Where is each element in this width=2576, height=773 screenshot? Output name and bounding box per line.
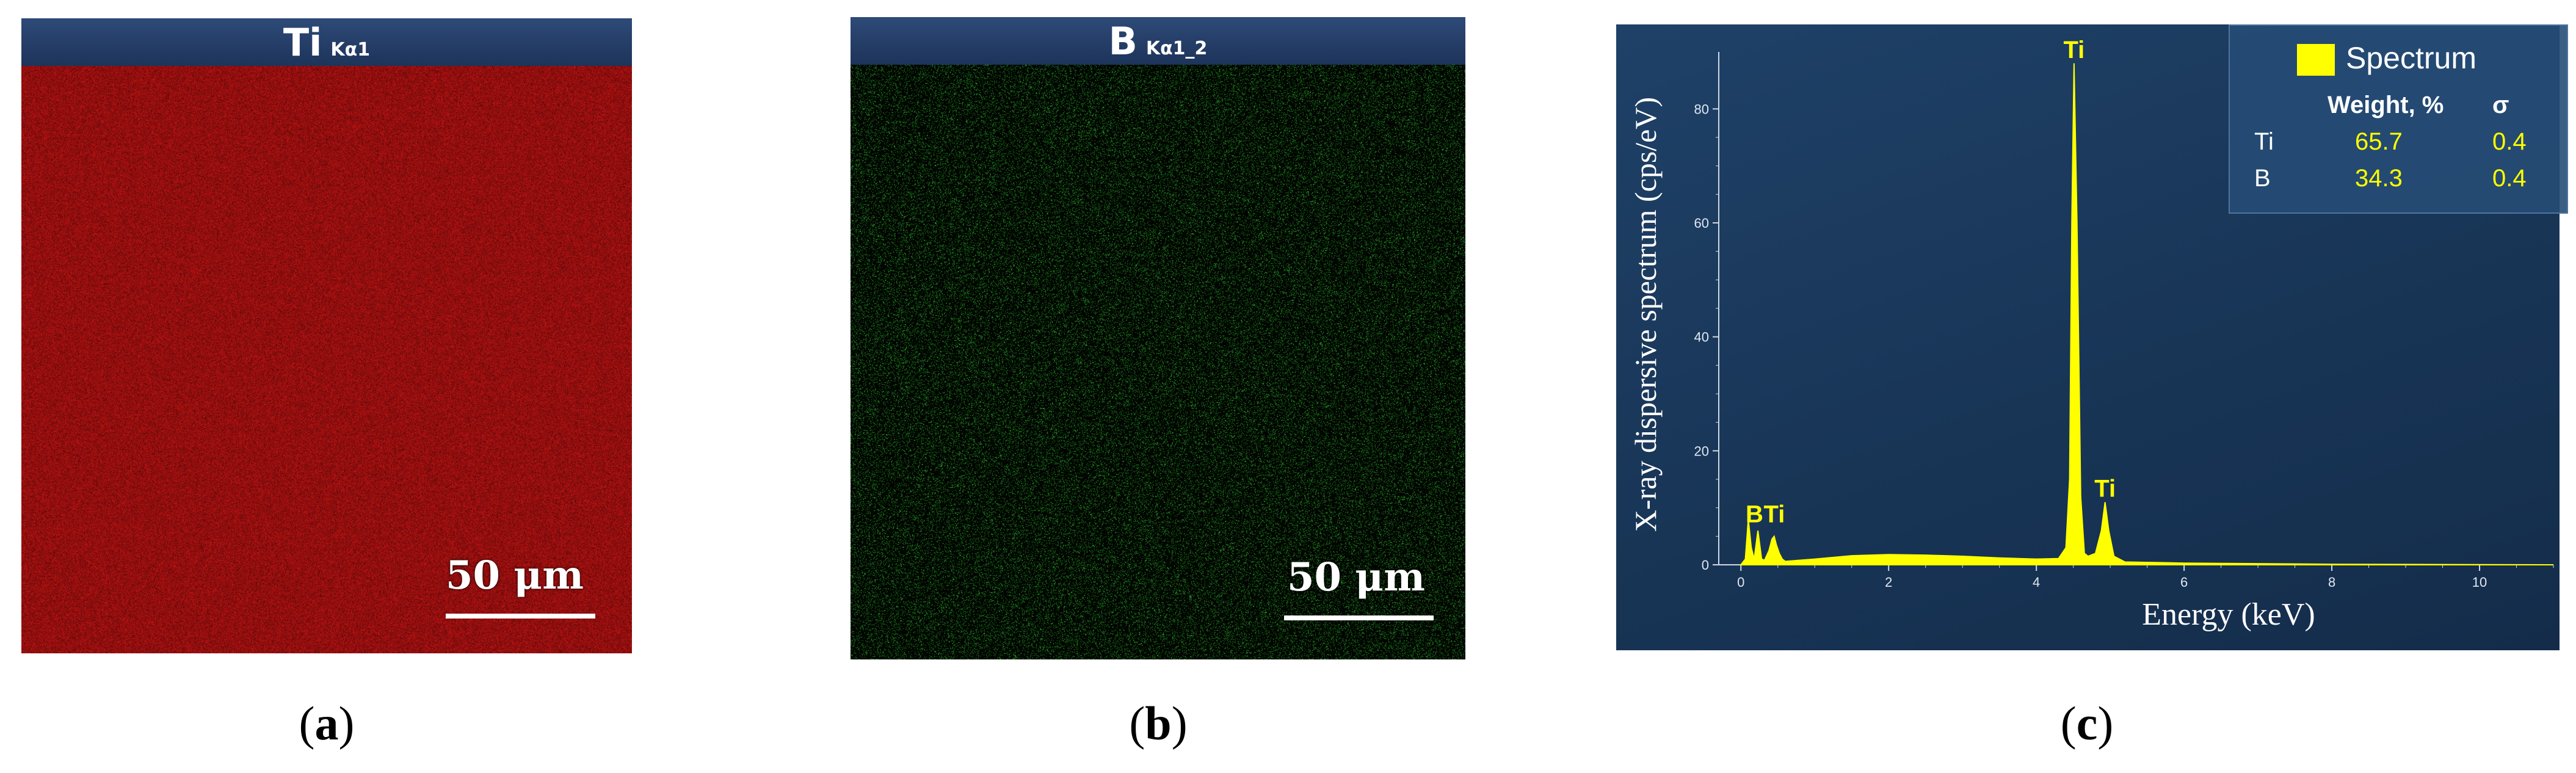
y-tick-label: 0 [1702, 557, 1709, 573]
y-tick-label: 40 [1694, 330, 1709, 345]
b-map-header: B Kα1_2 [851, 17, 1465, 65]
y-tick-label: 80 [1694, 101, 1709, 117]
x-axis-title: Energy (keV) [2142, 597, 2315, 632]
b-distribution-map [851, 65, 1465, 659]
legend-swatch-spectrum [2297, 44, 2335, 76]
ti-element-map-panel: Ti Kα1 50 μm [21, 18, 632, 653]
legend-row-element: Ti [2254, 128, 2274, 155]
peak-label: Ti [1764, 501, 1785, 528]
caption-a: (a) [299, 697, 355, 750]
peak-label: Ti [2094, 476, 2116, 503]
b-emission-line: Kα1_2 [1145, 37, 1208, 59]
legend-row-element: B [2254, 165, 2271, 192]
y-axis-title: X-ray dispersive spectrum (cps/eV) [1628, 97, 1663, 532]
caption-c: (c) [2060, 697, 2114, 750]
x-tick-label: 10 [2472, 575, 2487, 590]
legend-row-sigma: 0.4 [2492, 165, 2527, 192]
b-scale-bar [1284, 615, 1434, 620]
peak-label: Ti [2063, 37, 2084, 64]
x-tick-label: 8 [2328, 575, 2335, 590]
ti-distribution-map [21, 66, 632, 653]
ti-emission-line: Kα1 [330, 38, 371, 60]
legend-header-sigma: σ [2492, 92, 2509, 118]
ti-scale-bar [446, 614, 595, 619]
caption-b: (b) [1129, 697, 1188, 750]
legend-header-weight: Weight, % [2327, 92, 2444, 118]
b-element-symbol: B [1108, 18, 1137, 64]
spectrum-series-area [1740, 63, 2554, 565]
b-element-map-panel: B Kα1_2 50 μm [851, 17, 1465, 659]
x-tick-label: 0 [1737, 575, 1744, 590]
legend-title: Spectrum [2346, 41, 2476, 75]
ti-scale-bar-label: 50 μm [446, 553, 584, 598]
legend-row-weight: 65.7 [2355, 128, 2403, 155]
y-tick-label: 60 [1694, 216, 1709, 231]
caption-a-letter: a [314, 697, 339, 750]
x-tick-label: 6 [2180, 575, 2188, 590]
x-tick-label: 4 [2033, 575, 2040, 590]
legend-row-weight: 34.3 [2355, 165, 2403, 192]
ti-element-symbol: Ti [283, 20, 322, 65]
y-tick-label: 20 [1694, 443, 1709, 459]
b-scale-bar-label: 50 μm [1287, 554, 1425, 600]
ti-map-header: Ti Kα1 [21, 18, 632, 66]
x-tick-label: 2 [1885, 575, 1892, 590]
legend-row-sigma: 0.4 [2492, 128, 2527, 155]
caption-c-letter: c [2076, 697, 2098, 750]
caption-b-letter: b [1145, 697, 1172, 750]
spectrum-legend: Spectrum Weight, % σ Ti 65.7 0.4 B 34.3 … [2229, 24, 2568, 214]
peak-label: B [1746, 501, 1763, 528]
